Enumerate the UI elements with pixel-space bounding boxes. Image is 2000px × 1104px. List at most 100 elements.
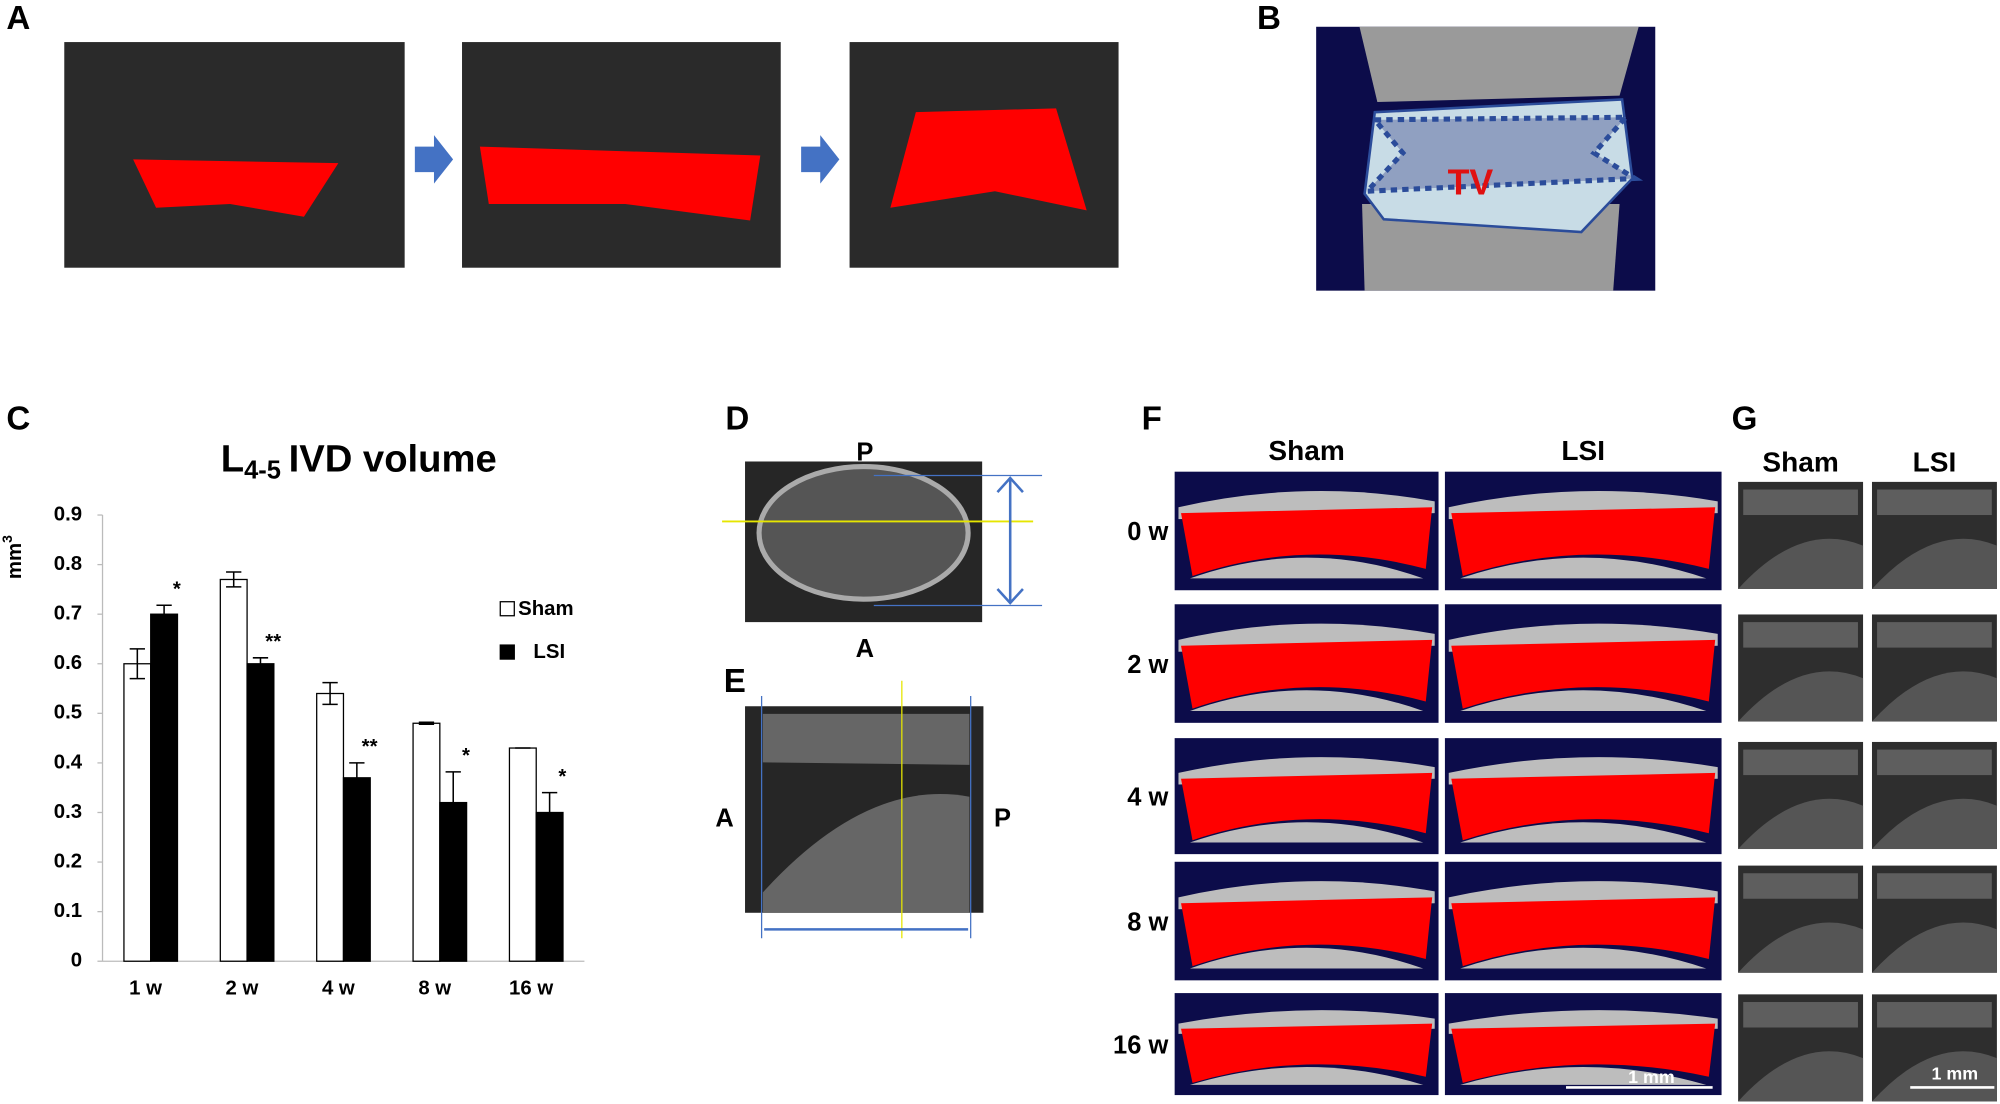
bar: [316, 692, 345, 962]
bone: [1738, 538, 1864, 589]
arrow: [801, 135, 840, 184]
disc-volume: [1181, 772, 1433, 841]
bone: [1743, 749, 1858, 776]
bar: [123, 663, 152, 962]
bone: [1460, 947, 1707, 969]
arrow-head: [996, 588, 1024, 605]
title-text: IVD volume: [289, 438, 497, 481]
bone: [1460, 1067, 1707, 1085]
ylabel-base: mm: [4, 543, 26, 579]
bar: [342, 777, 371, 962]
title-subscript: 4-5: [244, 456, 281, 484]
bone: [1189, 690, 1424, 711]
segmentation: [890, 108, 1087, 211]
bone: [1189, 1067, 1424, 1085]
disc-volume: [1181, 639, 1433, 709]
column-header: LSI: [1913, 446, 1957, 477]
panel-g: Sham LSI: [1738, 446, 1997, 1102]
bone: [1877, 873, 1992, 899]
bone: [1871, 798, 1997, 850]
bone: [1738, 798, 1864, 850]
x-tick-label: 8 w: [418, 978, 451, 1000]
error-bar: [541, 791, 558, 834]
significance-label: **: [362, 736, 378, 758]
chart-title: L4-5 IVD volume: [221, 438, 497, 485]
bone: [1738, 922, 1864, 973]
row-label: 0 w: [1127, 518, 1168, 546]
error-bar: [129, 648, 145, 680]
disc-volume: [1181, 1023, 1433, 1083]
disc-volume: [1451, 639, 1716, 709]
error-bar: [226, 571, 242, 588]
panel-label: D: [725, 400, 749, 437]
error-bar: [252, 657, 269, 671]
row-label: 8 w: [1127, 908, 1168, 936]
bone: [1189, 947, 1424, 969]
y-tick-label: 0.6: [54, 652, 82, 674]
arrow-head: [996, 476, 1024, 493]
bar: [219, 578, 248, 962]
y-tick-label: 0.4: [54, 751, 83, 773]
ylabel-superscript: 3: [0, 535, 15, 543]
bone: [1877, 489, 1992, 516]
significance-label: **: [265, 631, 281, 653]
x-tick-label: 1 w: [129, 978, 162, 1000]
y-tick-label: 0: [71, 950, 82, 972]
bone: [1738, 1051, 1864, 1102]
bone: [1743, 1002, 1858, 1028]
error-bar: [156, 604, 172, 624]
scale-label: 1 mm: [1628, 1067, 1675, 1087]
disc-volume: [1451, 1023, 1716, 1083]
bone: [1871, 538, 1997, 589]
bar: [150, 613, 179, 962]
vertebra: [756, 464, 971, 602]
bone: [1877, 1002, 1992, 1028]
bone: [762, 713, 970, 765]
tv-label: TV: [1448, 162, 1494, 202]
disc-volume: [1181, 507, 1433, 577]
direction-label: A: [856, 635, 874, 663]
bone: [1743, 622, 1858, 648]
bar: [535, 811, 564, 962]
bone: [1460, 822, 1707, 843]
disc-volume: [1451, 772, 1716, 841]
significance-label: *: [173, 578, 181, 600]
significance-label: *: [462, 745, 470, 767]
legend-label: LSI: [533, 641, 565, 663]
bar: [246, 663, 275, 962]
segmentation: [133, 159, 339, 217]
bone: [1743, 873, 1858, 899]
direction-label: P: [856, 439, 873, 467]
row-label: 2 w: [1127, 651, 1168, 679]
column-header: LSI: [1561, 435, 1605, 466]
disc-volume: [1451, 897, 1716, 967]
bone: [1743, 489, 1858, 516]
column-header: Sham: [1268, 435, 1344, 466]
arrow: [414, 135, 454, 184]
row-label: 16 w: [1113, 1031, 1168, 1059]
x-tick-label: 16 w: [509, 978, 553, 1000]
panel-label: C: [6, 400, 30, 437]
panel-f: Sham LSI 0 w 2 w 4 w 8 w 16 w: [1113, 435, 1722, 1096]
bone: [762, 794, 970, 913]
legend-swatch: [499, 601, 515, 617]
y-tick-label: 0.9: [54, 503, 82, 525]
bone: [1359, 26, 1639, 102]
tv-region: [1361, 114, 1644, 195]
bar: [412, 722, 441, 962]
bone: [1871, 671, 1997, 722]
bone: [1460, 690, 1707, 711]
bone: [1738, 671, 1864, 722]
bone: [1189, 557, 1424, 579]
panel-label: E: [724, 663, 746, 700]
bone: [1871, 922, 1997, 973]
error-bar: [418, 721, 435, 726]
panel-label: B: [1257, 0, 1281, 37]
bone: [1877, 749, 1992, 776]
column-header: Sham: [1762, 446, 1838, 477]
ct-image: [64, 42, 405, 268]
bar: [508, 747, 537, 962]
error-bar: [445, 771, 461, 835]
error-bar: [349, 762, 365, 794]
y-tick-label: 0.7: [54, 603, 82, 625]
